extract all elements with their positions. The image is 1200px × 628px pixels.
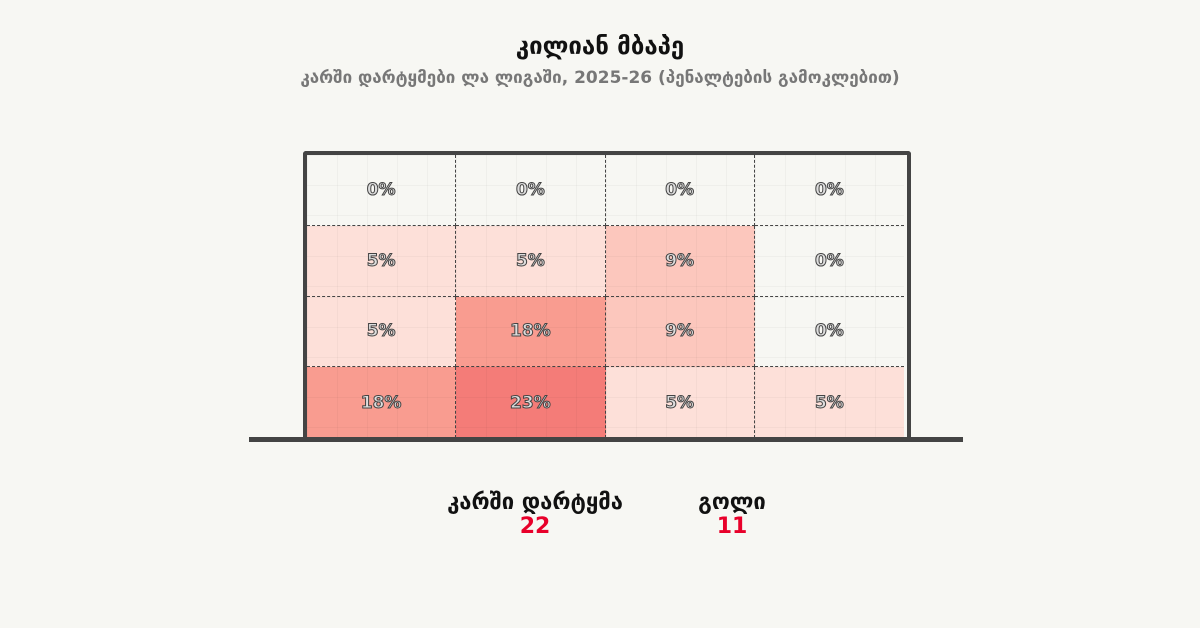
cell-label: 23% [510,392,552,413]
stat-goals: გოლი 11 [652,490,812,539]
heatmap-cell: 5% [605,367,755,438]
heatmap-cell: 5% [307,225,457,297]
cell-label: 5% [515,250,545,271]
stat-shots-on-target: კარში დარტყმა 22 [405,490,665,539]
heatmap-cell: 0% [307,155,457,226]
heatmap-cell: 0% [754,296,904,368]
goal-frame [303,151,911,442]
cell-label: 5% [366,250,396,271]
heatmap-cell: 0% [456,155,606,226]
cell-label: 18% [510,321,552,342]
heatmap-cell: 18% [456,296,606,368]
heatmap-cell: 5% [456,225,606,297]
heatmap-cell: 18% [307,367,457,438]
cell-label: 0% [515,179,545,200]
goal-line [249,437,963,442]
heatmap-cell: 0% [605,155,755,226]
cell-label: 18% [360,392,402,413]
cell-label: 9% [665,321,695,342]
cell-label: 0% [665,179,695,200]
stat-label: გოლი [698,490,766,515]
goal-heatmap: 0% 0% 0% 0% 5% 5% 9% 0% 5% 18% 9% 0% 18% 23% 5% 5% [307,155,907,438]
heatmap-cell: 0% [754,155,904,226]
heatmap-cell: 5% [307,296,457,368]
heatmap-cell: 9% [605,296,755,368]
heatmap-cell: 5% [754,367,904,438]
cell-label: 0% [814,250,844,271]
cell-label: 5% [814,392,844,413]
heatmap-cell: 0% [754,225,904,297]
cell-label: 0% [366,179,396,200]
cell-label: 0% [814,321,844,342]
chart-title: კილიან მბაპე [515,32,685,60]
cell-label: 5% [665,392,695,413]
stat-label: კარში დარტყმა [447,490,623,515]
heatmap-cell: 9% [605,225,755,297]
stat-value: 22 [519,514,551,539]
heatmap-cell: 23% [456,367,606,438]
cell-label: 0% [814,179,844,200]
cell-label: 5% [366,321,396,342]
stat-value: 11 [716,514,748,539]
chart-subtitle: კარში დარტყმები ლა ლიგაში, 2025-26 (პენა… [300,68,900,88]
cell-label: 9% [665,250,695,271]
